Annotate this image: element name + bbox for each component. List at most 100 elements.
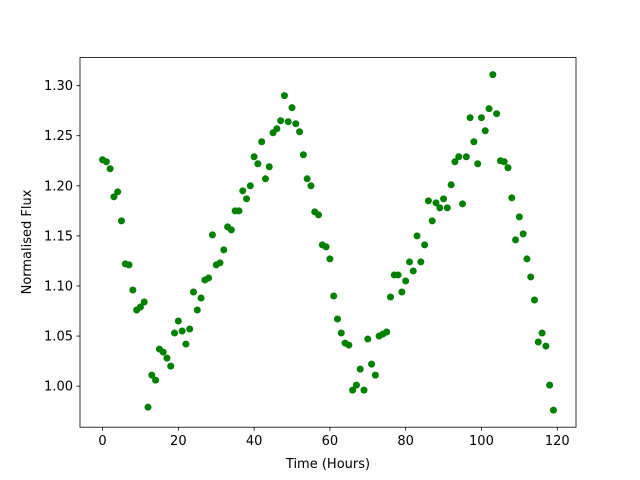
point bbox=[235, 207, 243, 215]
point bbox=[136, 303, 144, 311]
point bbox=[140, 298, 148, 306]
point bbox=[493, 110, 501, 118]
point bbox=[387, 293, 395, 301]
x-tick-label: 80 bbox=[397, 434, 414, 449]
point bbox=[504, 164, 512, 172]
point bbox=[368, 360, 376, 368]
x-tick-label: 0 bbox=[98, 434, 106, 449]
point bbox=[250, 153, 258, 161]
point bbox=[508, 194, 516, 202]
point bbox=[152, 376, 160, 384]
point bbox=[277, 117, 285, 125]
point bbox=[515, 213, 523, 221]
point bbox=[462, 153, 470, 161]
point bbox=[102, 158, 110, 166]
point bbox=[356, 365, 364, 373]
point bbox=[326, 255, 334, 263]
point bbox=[117, 217, 125, 225]
point bbox=[148, 371, 156, 379]
y-tick-label: 1.25 bbox=[44, 129, 73, 144]
point bbox=[527, 273, 535, 281]
point bbox=[409, 267, 417, 275]
plot-frame bbox=[79, 57, 577, 428]
point bbox=[474, 160, 482, 168]
point bbox=[163, 354, 171, 362]
point bbox=[352, 381, 360, 389]
point bbox=[371, 371, 379, 379]
point bbox=[489, 71, 497, 79]
point bbox=[171, 329, 179, 337]
point bbox=[443, 204, 451, 212]
point bbox=[413, 232, 421, 240]
x-axis-label: Time (Hours) bbox=[285, 457, 370, 472]
point bbox=[216, 259, 224, 267]
point bbox=[534, 338, 542, 346]
point bbox=[299, 151, 307, 159]
x-tick-label: 120 bbox=[545, 434, 570, 449]
point bbox=[349, 386, 357, 394]
point bbox=[296, 128, 304, 136]
point bbox=[523, 255, 531, 263]
point bbox=[205, 274, 213, 282]
point bbox=[178, 327, 186, 335]
point bbox=[538, 329, 546, 337]
point bbox=[208, 231, 216, 239]
point bbox=[197, 294, 205, 302]
point bbox=[466, 114, 474, 122]
point bbox=[337, 329, 345, 337]
point bbox=[394, 271, 402, 279]
point bbox=[519, 230, 527, 238]
point bbox=[432, 199, 440, 207]
point bbox=[159, 348, 167, 356]
point bbox=[288, 104, 296, 112]
point bbox=[292, 120, 300, 128]
point bbox=[239, 187, 247, 195]
point bbox=[254, 160, 262, 168]
point bbox=[167, 362, 175, 370]
point bbox=[193, 306, 201, 314]
y-axis-label: Normalised Flux bbox=[20, 189, 35, 294]
point bbox=[106, 165, 114, 173]
point bbox=[459, 200, 467, 208]
point bbox=[345, 341, 353, 349]
y-tick-label: 1.15 bbox=[44, 229, 73, 244]
point bbox=[110, 193, 118, 201]
point bbox=[477, 114, 485, 122]
point bbox=[481, 127, 489, 135]
point bbox=[470, 138, 478, 146]
point bbox=[417, 258, 425, 266]
point bbox=[421, 241, 429, 249]
point bbox=[485, 105, 493, 113]
point bbox=[398, 288, 406, 296]
point bbox=[364, 335, 372, 343]
point bbox=[243, 195, 251, 203]
point bbox=[512, 236, 520, 244]
point bbox=[360, 386, 368, 394]
point bbox=[402, 277, 410, 285]
point bbox=[220, 246, 228, 254]
point bbox=[542, 342, 550, 350]
point bbox=[546, 381, 554, 389]
point bbox=[447, 181, 455, 189]
x-tick-label: 100 bbox=[469, 434, 494, 449]
point bbox=[440, 195, 448, 203]
point bbox=[500, 158, 508, 166]
point bbox=[455, 153, 463, 161]
point bbox=[424, 197, 432, 205]
x-tick-label: 40 bbox=[246, 434, 263, 449]
point bbox=[315, 211, 323, 219]
point bbox=[273, 125, 281, 133]
point bbox=[383, 328, 391, 336]
point bbox=[258, 138, 266, 146]
point bbox=[303, 175, 311, 183]
y-tick-label: 1.05 bbox=[44, 330, 73, 345]
point bbox=[333, 315, 341, 323]
point bbox=[531, 296, 539, 304]
point bbox=[189, 288, 197, 296]
point bbox=[451, 158, 459, 166]
point bbox=[280, 92, 288, 100]
point bbox=[144, 403, 152, 411]
y-tick-label: 1.30 bbox=[44, 79, 73, 94]
